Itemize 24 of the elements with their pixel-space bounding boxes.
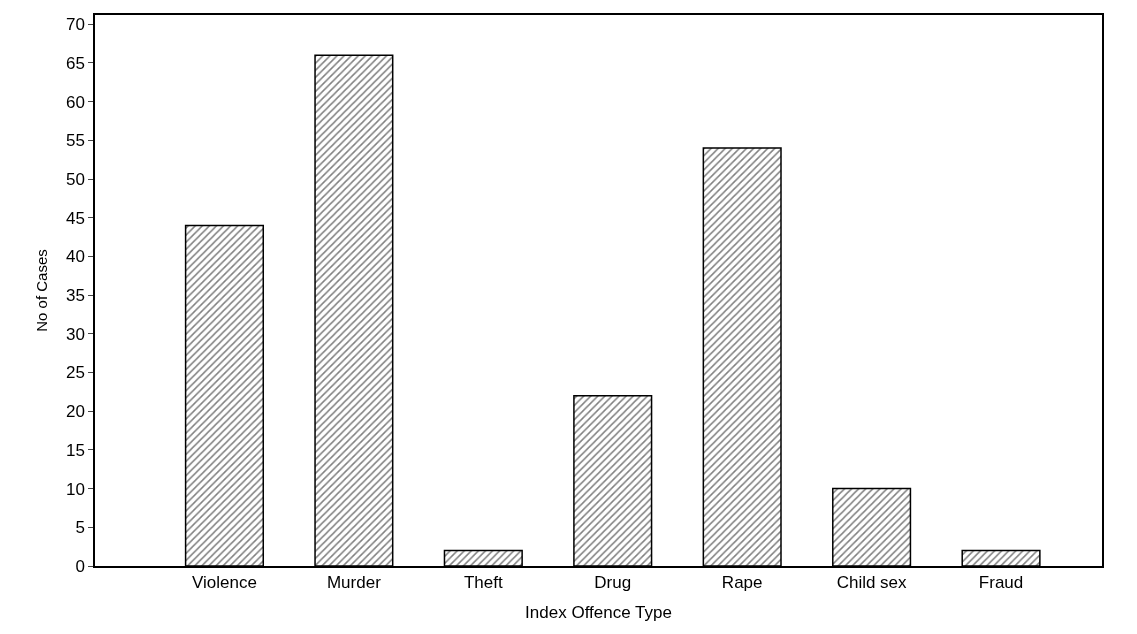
y-tick-label: 30	[65, 324, 85, 344]
x-tick-label: Child sex	[836, 573, 908, 593]
x-tick-label: Violence	[191, 573, 257, 593]
y-tick-label: 60	[65, 92, 85, 112]
x-tick-label: Theft	[463, 573, 503, 593]
y-tick-label: 10	[65, 479, 85, 499]
y-tick-label: 25	[65, 363, 85, 383]
y-tick-label: 40	[65, 247, 85, 267]
x-tick-label: Rape	[721, 573, 763, 593]
y-tick-label: 70	[65, 15, 85, 35]
y-tick-label: 0	[75, 556, 85, 576]
y-tick-label: 50	[65, 170, 85, 190]
y-tick-label: 5	[75, 518, 85, 538]
x-tick-label: Drug	[594, 573, 632, 593]
x-axis-title: Index Offence Type	[525, 603, 672, 623]
y-tick-label: 45	[65, 208, 85, 228]
y-tick-label: 15	[65, 440, 85, 460]
y-axis-title: No of Cases	[32, 249, 50, 332]
y-tick-label: 55	[65, 131, 85, 151]
y-tick-label: 20	[65, 402, 85, 422]
y-tick-label: 35	[65, 286, 85, 306]
x-tick-label: Murder	[326, 573, 382, 593]
y-tick-label: 65	[65, 53, 85, 73]
x-tick-label: Fraud	[978, 573, 1024, 593]
